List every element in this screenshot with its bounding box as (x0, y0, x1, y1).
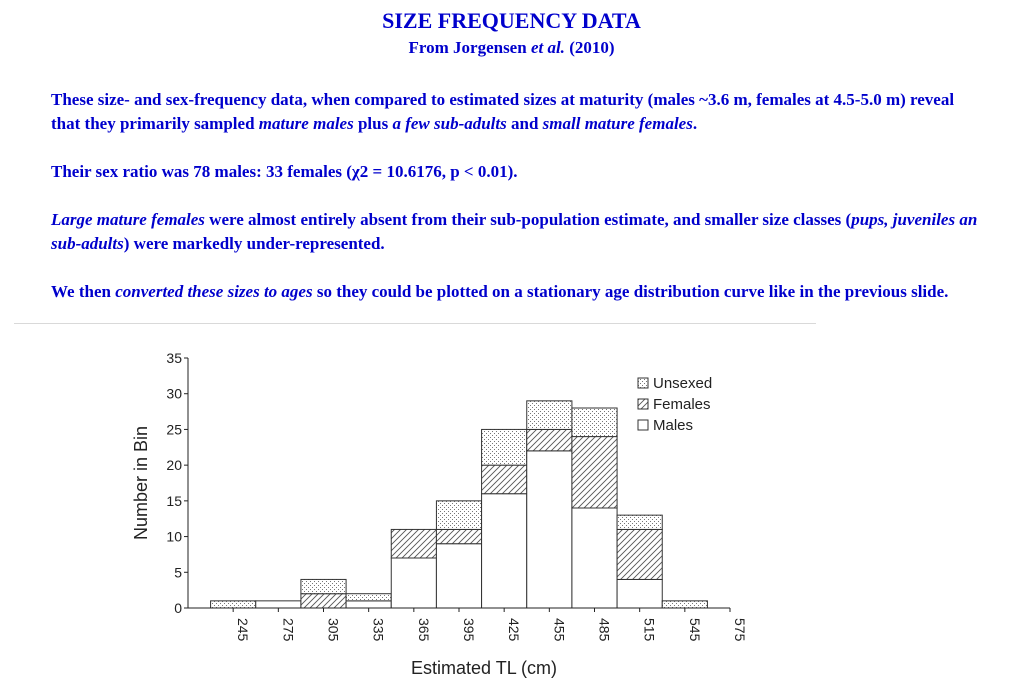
legend-label-females: Females (653, 396, 711, 413)
x-tick-label-11: 575 (732, 618, 748, 642)
y-tick-label-0: 0 (174, 600, 182, 616)
x-ticks-group: 245 275 305 335 365 395 425 455 485 515 545 575 (232, 608, 748, 642)
p3-text-2: ) were markedly under-represented. (123, 234, 385, 253)
bar-unsexed-7 (526, 400, 573, 430)
paragraph-absent-females: Large mature females were almost entirel… (51, 208, 981, 256)
y-tick-label-1: 5 (174, 564, 182, 580)
bar-males-8 (571, 507, 618, 609)
bar-females-7 (526, 428, 573, 452)
bar-females-2 (300, 593, 347, 609)
bar-females-4 (390, 528, 437, 559)
p1-emphasis-1: mature males (258, 114, 354, 133)
bar-unsexed-8 (571, 407, 618, 438)
x-tick-label-0: 245 (235, 618, 251, 642)
p1-emphasis-3: small mature females (542, 114, 693, 133)
x-axis-label: Estimated TL (cm) (411, 658, 557, 678)
bar-unsexed-10 (661, 600, 708, 609)
bar-females-9 (616, 528, 663, 580)
x-tick-label-7: 455 (551, 618, 567, 642)
p3-emphasis-1: Large mature females (51, 210, 205, 229)
p1-text-1: These size- and sex-frequency data, when… (51, 90, 955, 133)
y-tick-label-5: 25 (166, 421, 182, 437)
bar-males-7 (526, 450, 573, 609)
bar-unsexed-5 (435, 500, 483, 530)
slide-title: SIZE FREQUENCY DATA (382, 8, 641, 33)
paragraph-sex-ratio: Their sex ratio was 78 males: 33 females… (51, 160, 981, 184)
bar-males-6 (481, 493, 528, 609)
x-tick-label-9: 515 (642, 618, 658, 642)
bar-unsexed-0 (210, 600, 257, 609)
x-tick-label-8: 485 (597, 618, 613, 642)
subtitle-year: (2010) (564, 38, 615, 57)
divider-line (14, 323, 816, 324)
x-tick-label-2: 305 (326, 618, 342, 642)
y-tick-label-7: 35 (166, 350, 182, 366)
legend-swatch-unsexed (637, 377, 649, 389)
bar-females-5 (435, 528, 483, 545)
bar-unsexed-2 (300, 578, 347, 595)
bar-males-1 (255, 600, 302, 609)
p4-text-2: so they could be plotted on a stationary… (312, 282, 949, 301)
subtitle-et-al: et al. (530, 38, 565, 57)
x-tick-label-5: 395 (461, 618, 477, 642)
p2-text-1: Their sex ratio was 78 males: 33 females… (51, 162, 518, 181)
legend-label-unsexed: Unsexed (653, 375, 712, 392)
bar-unsexed-6 (481, 428, 528, 466)
legend-swatch-females (637, 398, 649, 410)
paragraph-conversion: We then converted these sizes to ages so… (51, 280, 981, 304)
x-tick-label-1: 275 (280, 618, 296, 642)
size-frequency-histogram: 0 5 10 15 20 25 30 35 245 275 305 335 365 395 425 455 4… (131, 350, 748, 678)
bar-males-9 (616, 578, 663, 609)
p3-text-1: were almost entirely absent from their s… (204, 210, 852, 229)
bar-females-8 (571, 436, 618, 509)
y-tick-label-3: 15 (166, 493, 182, 509)
bar-males-3 (345, 600, 392, 609)
x-tick-label-10: 545 (687, 618, 703, 642)
slide-subtitle: From Jorgensen et al. (2010) (0, 37, 1023, 59)
x-tick-label-4: 365 (416, 618, 432, 642)
bar-unsexed-3 (345, 593, 392, 602)
bar-males-4 (390, 557, 437, 609)
p4-text-1: We then (51, 282, 116, 301)
p1-text-3: and (506, 114, 543, 133)
bar-unsexed-9 (616, 514, 663, 530)
bar-males-5 (435, 543, 483, 609)
p1-text-4: . (692, 114, 698, 133)
slide-body: These size- and sex-frequency data, when… (51, 88, 981, 328)
legend: Unsexed Females Males (637, 375, 712, 434)
subtitle-author: From Jorgensen (408, 38, 531, 57)
p1-emphasis-2: a few sub-adults (392, 114, 507, 133)
y-tick-label-2: 10 (166, 529, 182, 545)
legend-label-males: Males (653, 417, 693, 434)
y-ticks-group: 0 5 10 15 20 25 30 35 (166, 350, 188, 616)
x-tick-label-3: 335 (371, 618, 387, 642)
y-tick-label-4: 20 (166, 457, 182, 473)
bar-females-6 (481, 464, 528, 495)
p1-text-2: plus (353, 114, 393, 133)
paragraph-maturity: These size- and sex-frequency data, when… (51, 88, 981, 136)
y-axis-label: Number in Bin (131, 426, 151, 540)
bars-group (210, 400, 708, 609)
p4-emphasis-1: converted these sizes to ages (115, 282, 313, 301)
y-tick-label-6: 30 (166, 386, 182, 402)
p3-emphasis-2: pups, juveniles an sub-adults (51, 210, 978, 253)
legend-swatch-males (637, 419, 649, 431)
x-tick-label-6: 425 (506, 618, 522, 642)
